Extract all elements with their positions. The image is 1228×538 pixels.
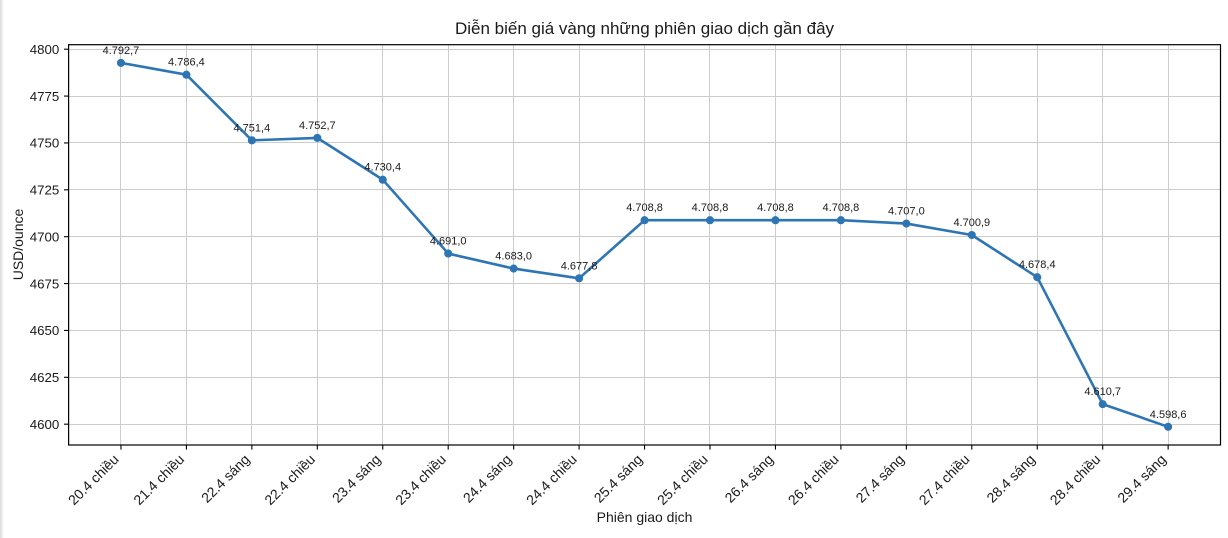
svg-text:4.610,7: 4.610,7	[1084, 386, 1121, 398]
svg-text:4.598,6: 4.598,6	[1150, 409, 1187, 421]
svg-text:4.708,8: 4.708,8	[692, 202, 729, 214]
svg-text:4.678,4: 4.678,4	[1019, 259, 1056, 271]
svg-text:4600: 4600	[30, 417, 60, 432]
svg-text:4800: 4800	[30, 42, 60, 57]
svg-text:22.4 chiều: 22.4 chiều	[261, 451, 318, 508]
svg-text:4.752,7: 4.752,7	[299, 120, 336, 132]
svg-text:4675: 4675	[30, 276, 60, 291]
svg-text:24.4 chiều: 24.4 chiều	[523, 451, 580, 508]
svg-text:4.730,4: 4.730,4	[364, 162, 401, 174]
svg-text:25.4 chiều: 25.4 chiều	[654, 451, 711, 508]
svg-text:4.707,0: 4.707,0	[888, 206, 925, 218]
svg-text:4.708,8: 4.708,8	[626, 202, 663, 214]
svg-text:4625: 4625	[30, 370, 60, 385]
svg-text:4725: 4725	[30, 183, 60, 198]
svg-text:22.4 sáng: 22.4 sáng	[198, 451, 253, 506]
svg-text:4.708,8: 4.708,8	[757, 202, 794, 214]
svg-text:25.4 sáng: 25.4 sáng	[591, 451, 646, 506]
svg-text:20.4 chiều: 20.4 chiều	[65, 451, 122, 508]
svg-text:Diễn biến giá vàng những phiên: Diễn biến giá vàng những phiên giao dịch…	[455, 19, 835, 38]
svg-text:4750: 4750	[30, 136, 60, 151]
svg-text:23.4 sáng: 23.4 sáng	[329, 451, 384, 506]
svg-text:29.4 sáng: 29.4 sáng	[1114, 451, 1169, 506]
svg-text:4.683,0: 4.683,0	[495, 251, 532, 263]
svg-text:4700: 4700	[30, 229, 60, 244]
svg-text:28.4 chiều: 28.4 chiều	[1047, 451, 1104, 508]
svg-text:23.4 chiều: 23.4 chiều	[392, 451, 449, 508]
svg-text:26.4 chiều: 26.4 chiều	[785, 451, 842, 508]
svg-text:4650: 4650	[30, 323, 60, 338]
svg-text:27.4 sáng: 27.4 sáng	[852, 451, 907, 506]
svg-text:26.4 sáng: 26.4 sáng	[721, 451, 776, 506]
svg-text:4.792,7: 4.792,7	[103, 45, 140, 57]
svg-text:27.4 chiều: 27.4 chiều	[916, 451, 973, 508]
svg-text:4.708,8: 4.708,8	[823, 202, 860, 214]
svg-text:4.691,0: 4.691,0	[430, 236, 467, 248]
svg-text:24.4 sáng: 24.4 sáng	[460, 451, 515, 506]
svg-text:21.4 chiều: 21.4 chiều	[130, 451, 187, 508]
svg-text:28.4 sáng: 28.4 sáng	[983, 451, 1038, 506]
svg-text:4.677,8: 4.677,8	[561, 260, 598, 272]
svg-text:Phiên giao dịch: Phiên giao dịch	[597, 509, 693, 525]
svg-text:4.786,4: 4.786,4	[168, 57, 205, 69]
svg-text:4.751,4: 4.751,4	[234, 122, 271, 134]
svg-text:USD/ounce: USD/ounce	[10, 208, 26, 280]
svg-text:4.700,9: 4.700,9	[953, 217, 990, 229]
svg-text:4775: 4775	[30, 89, 60, 104]
